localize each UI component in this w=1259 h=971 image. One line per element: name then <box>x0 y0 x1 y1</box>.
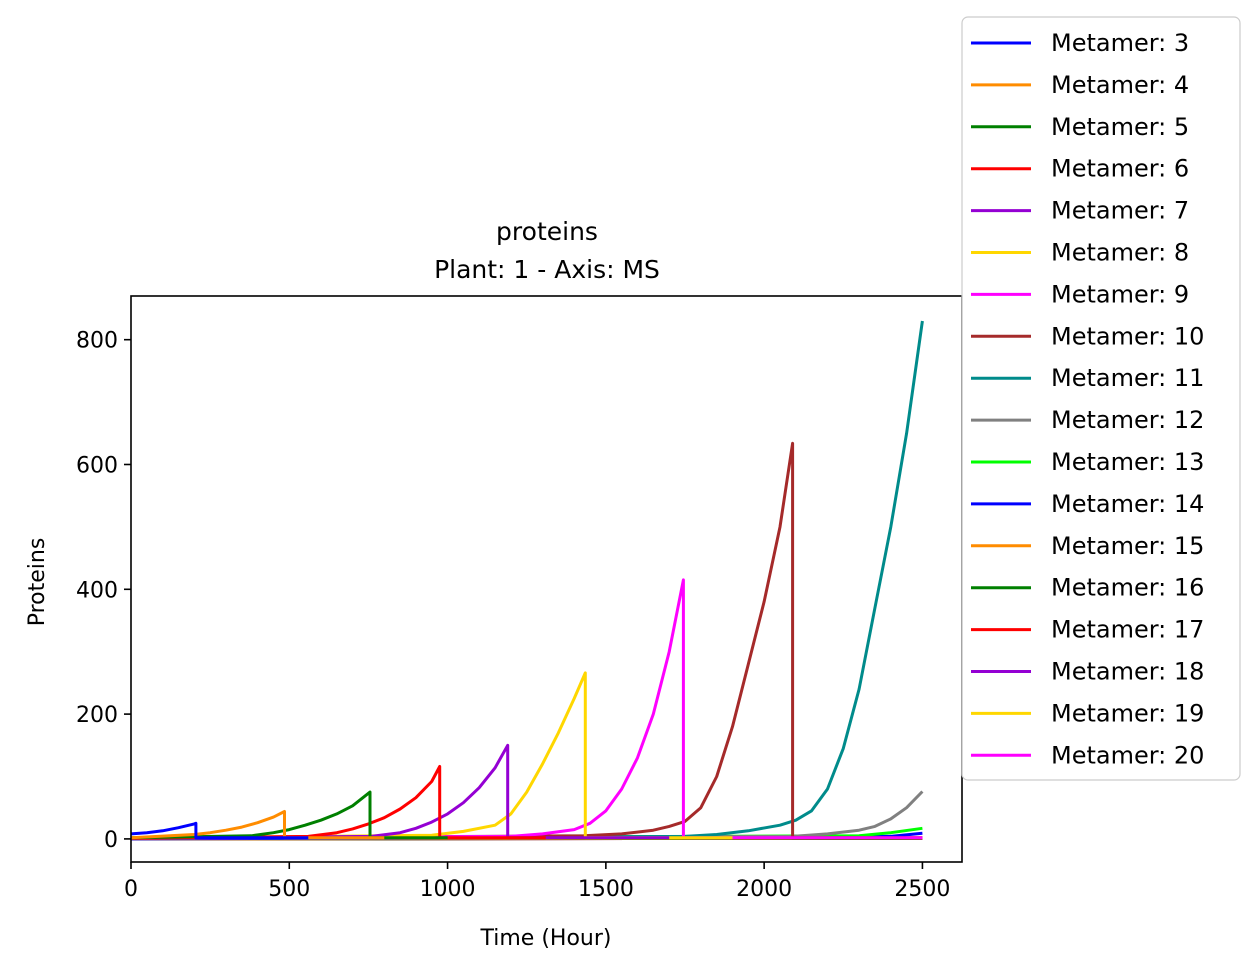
legend: Metamer: 3 Metamer: 4 Metamer: 5 Metamer: 6… <box>961 16 1241 781</box>
series-line-5 <box>130 743 670 840</box>
legend-label-1: Metamer: 3 <box>1051 29 1189 57</box>
legend-label-10: Metamer: 12 <box>1051 406 1204 434</box>
x-axis: 0 500 1000 1500 2000 2500 <box>124 862 950 902</box>
legend-box <box>961 16 1241 781</box>
legend-label-14: Metamer: 16 <box>1051 574 1204 602</box>
legend-label-2: Metamer: 4 <box>1051 71 1189 99</box>
y-axis: 0 200 400 600 800 <box>76 329 131 853</box>
legend-label-6: Metamer: 8 <box>1051 239 1189 267</box>
legend-label-11: Metamer: 13 <box>1051 448 1204 476</box>
x-tick-label-0: 0 <box>124 877 138 902</box>
series-line-6 <box>130 671 733 840</box>
x-tick-label-3: 1500 <box>578 877 634 902</box>
series-line-9 <box>130 320 924 840</box>
y-tick-label-0: 0 <box>104 828 118 853</box>
plot-lines <box>130 320 924 841</box>
x-tick-label-4: 2000 <box>736 877 792 902</box>
series-line-7 <box>130 578 923 840</box>
y-axis-label: Proteins <box>25 538 50 627</box>
x-axis-label: Time (Hour) <box>480 926 612 951</box>
y-tick-label-4: 800 <box>76 329 118 354</box>
legend-label-17: Metamer: 19 <box>1051 699 1204 727</box>
legend-label-4: Metamer: 6 <box>1051 155 1189 183</box>
series-line-3 <box>130 790 448 840</box>
legend-label-15: Metamer: 17 <box>1051 616 1204 644</box>
plot-frame <box>130 295 963 863</box>
x-tick-label-2: 1000 <box>420 877 476 902</box>
legend-label-8: Metamer: 10 <box>1051 322 1204 350</box>
legend-label-18: Metamer: 20 <box>1051 741 1204 769</box>
legend-label-12: Metamer: 14 <box>1051 490 1204 518</box>
chart-title: proteins <box>496 217 598 246</box>
x-tick-label-5: 2500 <box>894 877 950 902</box>
chart-subtitle: Plant: 1 - Axis: MS <box>434 255 660 284</box>
series-line-8 <box>130 441 923 840</box>
series-line-10 <box>130 790 924 840</box>
x-tick-label-1: 500 <box>268 877 310 902</box>
legend-label-3: Metamer: 5 <box>1051 113 1189 141</box>
legend-label-13: Metamer: 15 <box>1051 532 1204 560</box>
legend-label-16: Metamer: 18 <box>1051 658 1204 686</box>
legend-label-5: Metamer: 7 <box>1051 197 1189 225</box>
legend-label-9: Metamer: 11 <box>1051 364 1204 392</box>
series-line-1 <box>130 821 309 840</box>
y-tick-label-2: 400 <box>76 578 118 603</box>
y-tick-label-3: 600 <box>76 453 118 478</box>
series-line-2 <box>130 810 385 840</box>
y-tick-label-1: 200 <box>76 703 118 728</box>
series-line-4 <box>130 765 546 840</box>
legend-label-7: Metamer: 9 <box>1051 280 1189 308</box>
